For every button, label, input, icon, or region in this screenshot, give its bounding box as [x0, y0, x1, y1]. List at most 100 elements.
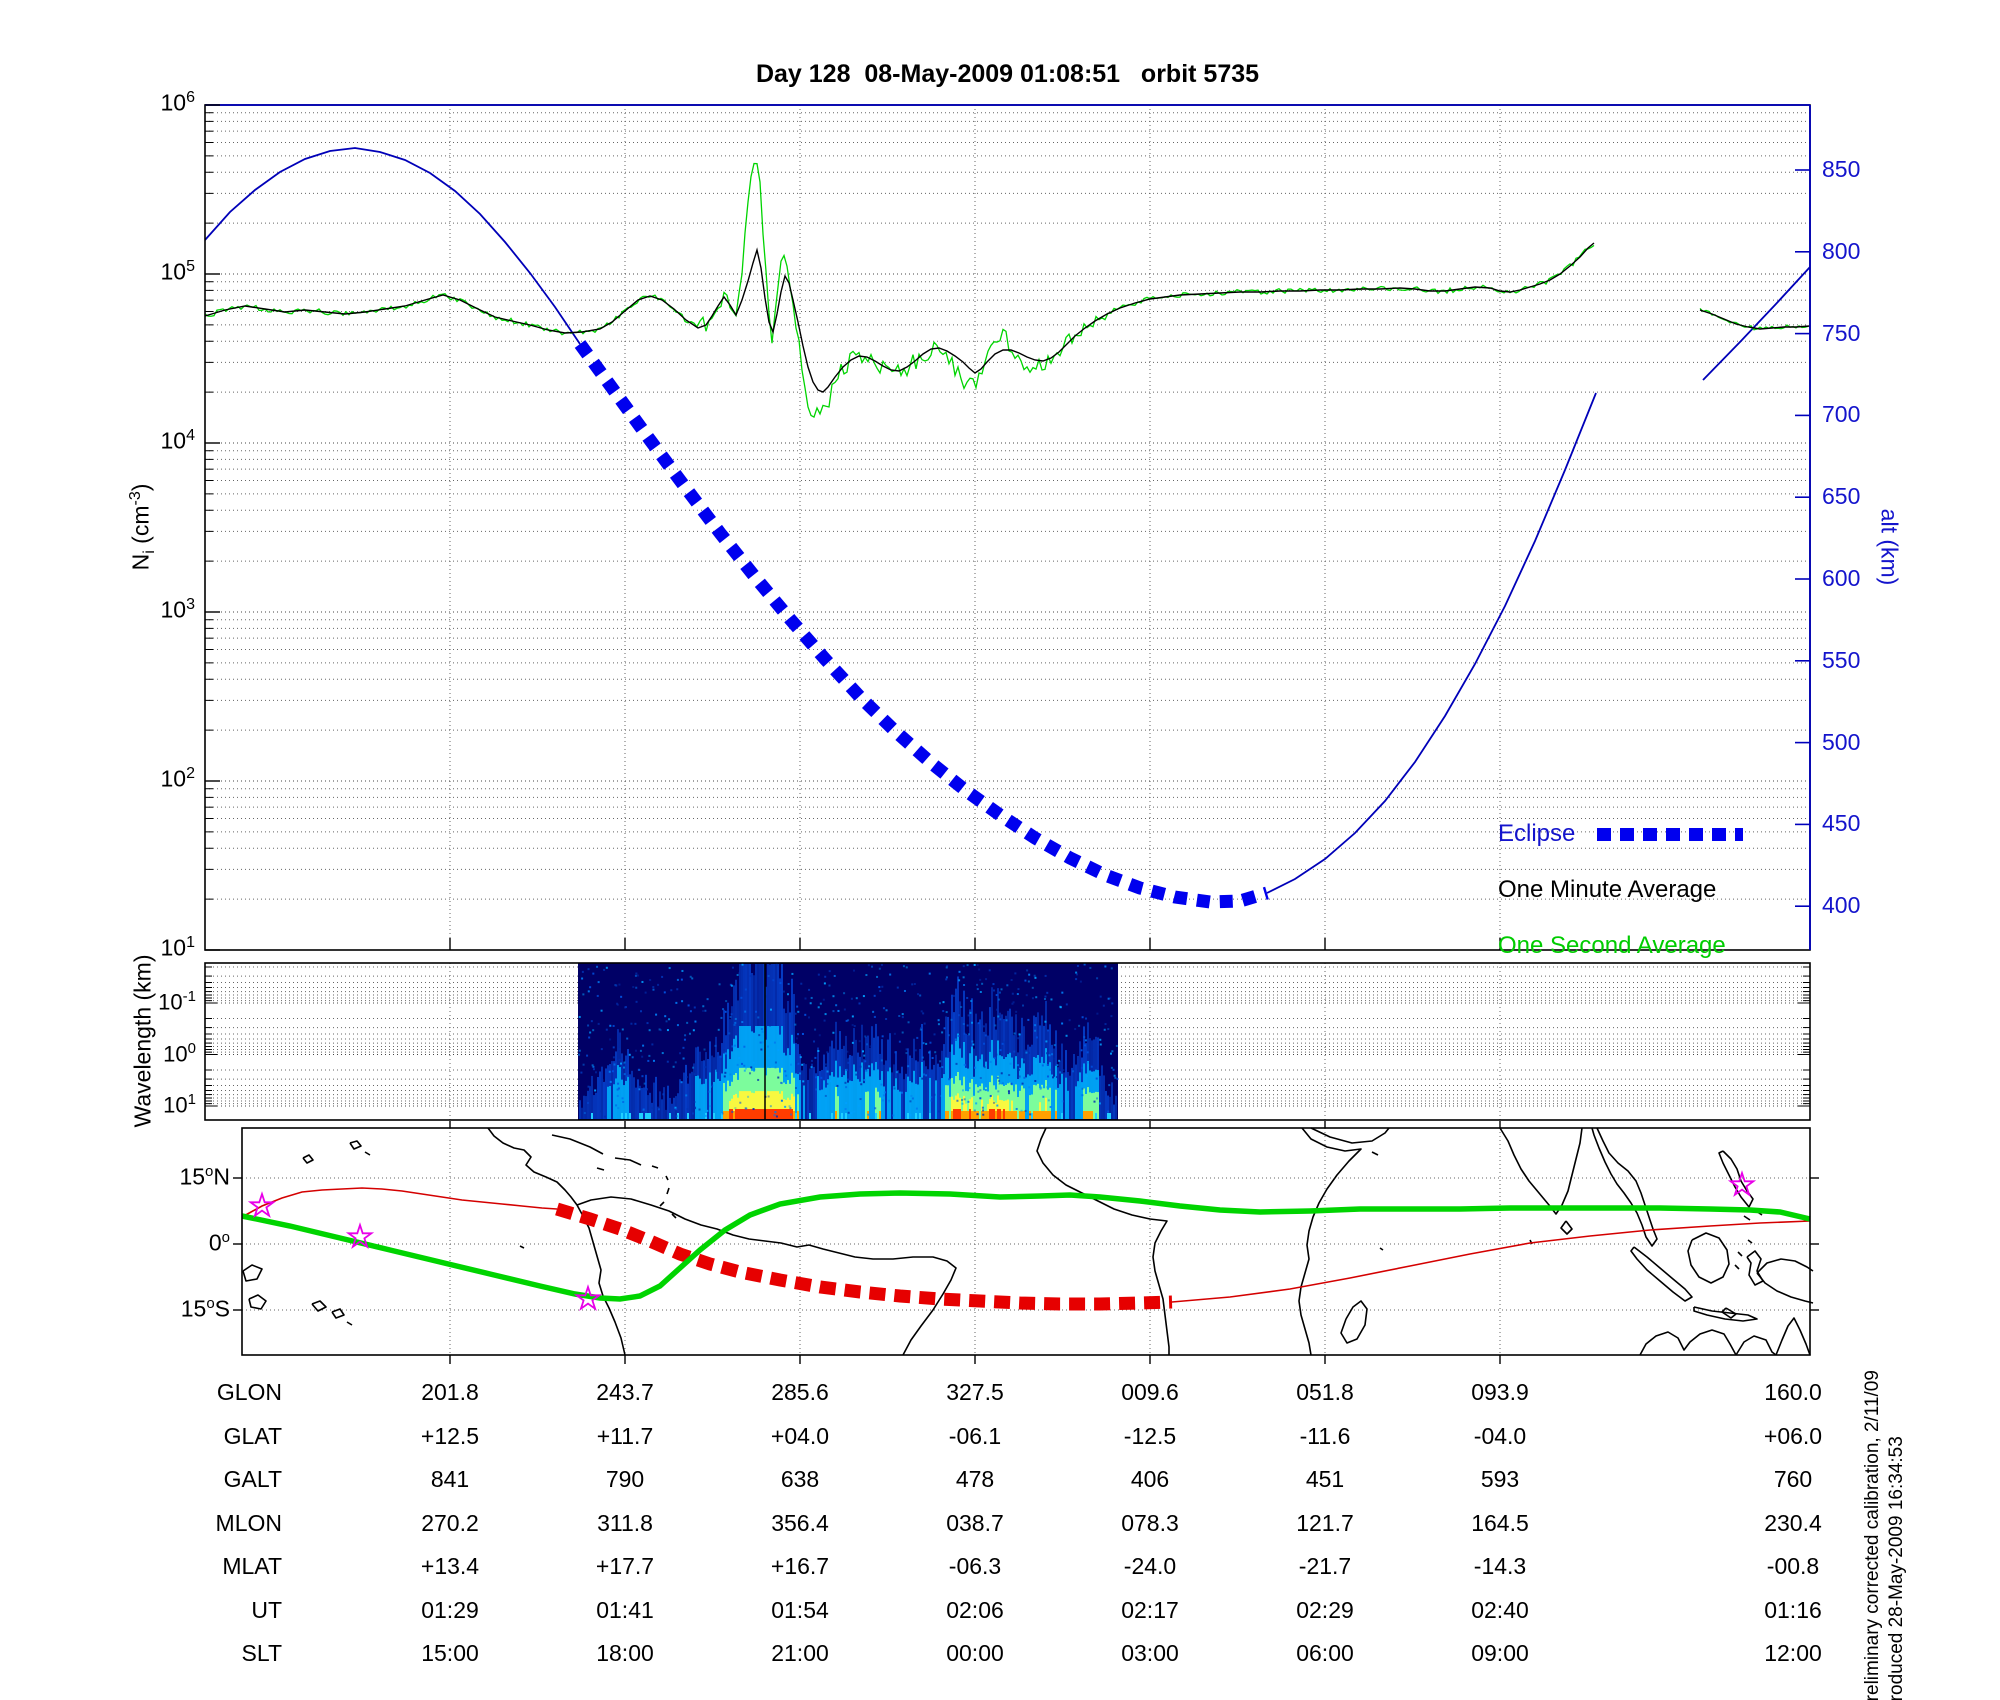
spec-speckle: [922, 1042, 925, 1045]
spec-speckle: [925, 1042, 928, 1045]
spec-speckle: [1025, 994, 1028, 997]
table-cell: 593: [1480, 1466, 1520, 1492]
spec-speckle: [611, 1070, 614, 1073]
spec-speckle: [738, 972, 741, 975]
spec-speckle: [605, 966, 608, 969]
spec-speckle: [1046, 1063, 1049, 1066]
spec-speckle: [658, 1028, 661, 1031]
spec-speckle: [977, 1090, 980, 1093]
coastline: [1756, 1272, 1814, 1304]
spec-speckle: [618, 1048, 621, 1051]
spec-speckle: [675, 1115, 678, 1118]
spec-speckle: [649, 979, 652, 982]
table-cell: +17.7: [595, 1553, 655, 1579]
spec-speckle: [929, 1041, 932, 1044]
spec-speckle: [1011, 992, 1014, 995]
spec-speckle: [665, 1020, 668, 1023]
alt-tick-label: 750: [1822, 319, 1861, 346]
spec-speckle: [692, 1066, 695, 1069]
spec-speckle: [592, 1065, 595, 1068]
spec-speckle: [941, 1031, 944, 1034]
spec-speckle: [945, 1011, 948, 1014]
spec-speckle: [1086, 1051, 1089, 1054]
spec-speckle: [787, 983, 790, 986]
spec-speckle: [855, 997, 858, 1000]
spec-speckle: [867, 964, 870, 967]
spec-speckle: [1024, 1109, 1027, 1112]
spec-speckle: [922, 1073, 925, 1076]
coastline: [346, 1321, 353, 1326]
spec-speckle: [586, 1101, 589, 1104]
spec-speckle: [938, 1110, 941, 1113]
spec-speckle: [734, 1044, 737, 1047]
density-axis-label-sub: i: [141, 550, 159, 554]
table-cell: +12.5: [420, 1423, 480, 1449]
spec-speckle: [982, 1113, 985, 1116]
spec-speckle: [872, 1010, 875, 1013]
wavelength-tick-label: 10-1: [158, 988, 196, 1015]
table-cell: 201.8: [421, 1379, 479, 1405]
spec-speckle: [962, 1023, 965, 1026]
spec-speckle: [612, 1046, 615, 1049]
spec-speckle: [961, 1089, 964, 1092]
spec-speckle: [640, 1010, 643, 1013]
spec-speckle: [828, 984, 831, 987]
spec-speckle: [617, 1107, 620, 1110]
spec-speckle: [1015, 1010, 1018, 1013]
spec-speckle: [1103, 1028, 1106, 1031]
spec-speckle: [907, 1021, 910, 1024]
spec-speckle: [587, 968, 590, 971]
spec-speckle: [984, 1034, 987, 1037]
spec-speckle: [769, 1041, 772, 1044]
spec-speckle: [785, 1074, 788, 1077]
spec-speckle: [869, 1045, 872, 1048]
spec-speckle: [1096, 1097, 1099, 1100]
spec-speckle: [939, 1060, 942, 1063]
spec-speckle: [828, 970, 831, 973]
spec-speckle: [594, 1089, 597, 1092]
spec-speckle: [1029, 1113, 1032, 1116]
spec-speckle: [616, 1094, 619, 1097]
map-frame: [241, 1127, 1811, 1356]
spec-speckle: [835, 1004, 838, 1007]
spec-speckle: [724, 1071, 727, 1074]
table-cell: 01:54: [771, 1597, 829, 1623]
spec-speckle: [1116, 1077, 1119, 1080]
spec-speckle: [962, 965, 965, 968]
spec-speckle: [659, 1029, 662, 1032]
spec-speckle: [948, 1078, 951, 1081]
coastline: [1735, 1335, 1777, 1356]
spec-speckle: [1058, 1059, 1061, 1062]
spec-speckle: [717, 1054, 720, 1057]
spec-speckle: [1061, 1100, 1064, 1103]
spec-speckle: [853, 969, 856, 972]
spec-speckle: [651, 1107, 654, 1110]
spec-speckle: [676, 1024, 679, 1027]
spec-speckle: [618, 1058, 621, 1061]
spec-speckle: [1068, 1019, 1071, 1022]
spec-speckle: [711, 1084, 714, 1087]
spec-speckle: [997, 1090, 1000, 1093]
spec-speckle: [780, 1081, 783, 1084]
table-cell: 841: [430, 1466, 470, 1492]
spec-speckle: [1107, 1110, 1110, 1113]
spec-speckle: [592, 1068, 595, 1071]
spec-speckle: [689, 1010, 692, 1013]
spec-speckle: [1010, 979, 1013, 982]
spec-speckle: [724, 1052, 727, 1055]
legend-eclipse: Eclipse: [1498, 820, 1744, 848]
spec-speckle: [909, 1114, 912, 1117]
spec-speckle: [578, 1049, 581, 1052]
spec-speckle: [1109, 997, 1112, 1000]
spec-speckle: [680, 978, 683, 981]
spec-speckle: [934, 1051, 937, 1054]
spec-speckle: [829, 1080, 832, 1083]
spec-speckle: [587, 990, 590, 993]
spec-speckle: [626, 1037, 629, 1040]
spec-speckle: [983, 1066, 986, 1069]
spec-speckle: [853, 1025, 856, 1028]
spec-speckle: [744, 1107, 747, 1110]
spec-speckle: [1053, 1044, 1056, 1047]
spec-speckle: [998, 998, 1001, 1001]
